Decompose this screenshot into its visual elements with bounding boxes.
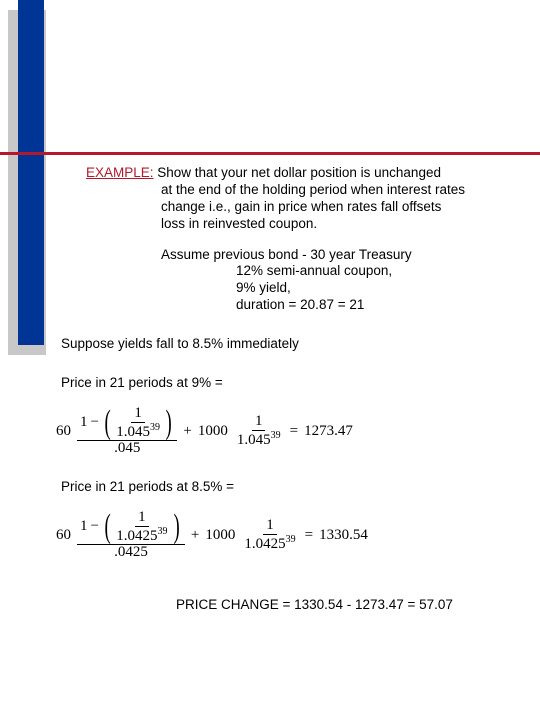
f85-result: 1330.54 [319,526,368,545]
assume-block: Assume previous bond - 30 year Treasury … [86,247,516,315]
slide-content: EXAMPLE: Show that your net dollar posit… [86,165,516,614]
assume-1: Assume previous bond - 30 year Treasury [86,247,516,264]
price-9-label: Price in 21 periods at 9% = [61,375,516,392]
f9-coupon: 60 [56,422,71,441]
formula-9: 60 1 − ( 1 1.04539 ) .045 + [56,406,516,457]
suppose-text: Suppose yields fall to 8.5% immediately [61,336,516,353]
example-block: EXAMPLE: Show that your net dollar posit… [86,165,516,233]
example-intro-1: Show that your net dollar position is un… [154,165,441,180]
example-label: EXAMPLE: [86,165,154,180]
example-intro-3: change i.e., gain in price when rates fa… [86,199,516,216]
example-intro-4: loss in reinvested coupon. [86,216,516,233]
price-change: PRICE CHANGE = 1330.54 - 1273.47 = 57.07 [86,597,516,614]
assume-3: 9% yield, [86,280,516,297]
assume-2: 12% semi-annual coupon, [86,263,516,280]
divider-line [0,152,540,155]
assume-4: duration = 20.87 = 21 [86,297,516,314]
example-intro-2: at the end of the holding period when in… [86,182,516,199]
sidebar-accent [18,0,44,345]
f9-result: 1273.47 [304,422,353,441]
f85-coupon: 60 [56,526,71,545]
price-85-label: Price in 21 periods at 8.5% = [61,479,516,496]
formula-85: 60 1 − ( 1 1.042539 ) .0425 [56,510,516,561]
